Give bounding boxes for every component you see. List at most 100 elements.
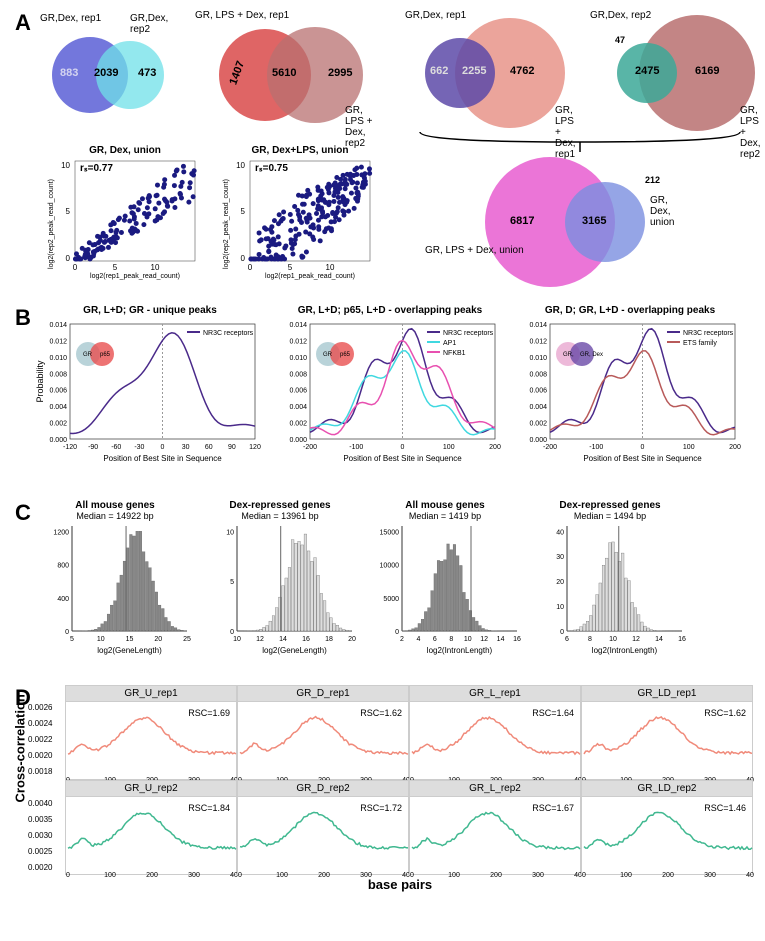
svg-text:100: 100 bbox=[683, 444, 695, 451]
svg-text:12: 12 bbox=[480, 636, 488, 643]
svg-text:0.004: 0.004 bbox=[289, 404, 307, 411]
svg-text:0: 0 bbox=[66, 254, 71, 263]
svg-text:200: 200 bbox=[146, 872, 158, 879]
svg-text:GR, Dex: GR, Dex bbox=[580, 352, 603, 358]
venn1-n2: 2039 bbox=[94, 67, 118, 79]
venn1-n1: 883 bbox=[60, 67, 78, 79]
scatter1-rs: rₛ=0.77 bbox=[80, 163, 113, 174]
svg-text:0.010: 0.010 bbox=[289, 355, 307, 362]
svg-text:0.000: 0.000 bbox=[49, 437, 67, 444]
venn2-n2: 5610 bbox=[272, 67, 296, 79]
svg-text:300: 300 bbox=[532, 872, 544, 879]
svg-text:200: 200 bbox=[729, 444, 741, 451]
hist4: Dex-repressed genes Median = 1494 bp 010… bbox=[535, 500, 685, 661]
venn4-n1: 47 bbox=[615, 35, 625, 45]
svg-text:0.004: 0.004 bbox=[529, 404, 547, 411]
svg-text:p65: p65 bbox=[100, 352, 111, 358]
svg-text:16: 16 bbox=[678, 636, 686, 643]
curve-plot-3: GR, D; GR, L+D - overlapping peaks 0.000… bbox=[515, 305, 745, 475]
scatter2-rs: rₛ=0.75 bbox=[255, 163, 288, 174]
svg-text:5: 5 bbox=[70, 636, 74, 643]
svg-text:400: 400 bbox=[746, 872, 754, 879]
svg-text:0: 0 bbox=[230, 629, 234, 636]
svg-text:0.014: 0.014 bbox=[289, 322, 307, 329]
svg-text:log2(rep1_peak_read_count): log2(rep1_peak_read_count) bbox=[265, 273, 355, 280]
svg-text:-100: -100 bbox=[349, 444, 363, 451]
svg-text:16: 16 bbox=[302, 636, 310, 643]
hist2-median: Median = 13961 bp bbox=[205, 511, 355, 521]
svg-text:-60: -60 bbox=[111, 444, 121, 451]
venn5-n1: 6817 bbox=[510, 215, 534, 227]
svg-text:0: 0 bbox=[560, 629, 564, 636]
venn2-n3: 2995 bbox=[328, 67, 352, 79]
svg-text:0.010: 0.010 bbox=[49, 355, 67, 362]
venn2-label2: GR, LPS + Dex, rep2 bbox=[345, 105, 380, 149]
svg-text:5000: 5000 bbox=[383, 596, 399, 603]
svg-text:-100: -100 bbox=[589, 444, 603, 451]
svg-text:200: 200 bbox=[490, 872, 502, 879]
svg-text:log2(IntronLength): log2(IntronLength) bbox=[592, 646, 658, 655]
svg-text:14: 14 bbox=[497, 636, 505, 643]
svg-text:0: 0 bbox=[395, 629, 399, 636]
svg-text:15: 15 bbox=[126, 636, 134, 643]
cross-corr-plot: GR_L_rep1RSC=1.640100200300400 bbox=[409, 685, 581, 780]
svg-text:0.006: 0.006 bbox=[529, 388, 547, 395]
svg-text:10: 10 bbox=[236, 161, 245, 170]
svg-text:6: 6 bbox=[565, 636, 569, 643]
svg-text:5: 5 bbox=[230, 579, 234, 586]
svg-text:log2(GeneLength): log2(GeneLength) bbox=[97, 646, 162, 655]
svg-text:0.006: 0.006 bbox=[289, 388, 307, 395]
svg-text:0: 0 bbox=[238, 872, 242, 879]
panel-c: C All mouse genes Median = 14922 bp 0400… bbox=[10, 500, 755, 670]
svg-text:100: 100 bbox=[448, 872, 460, 879]
svg-text:5: 5 bbox=[66, 207, 71, 216]
svg-text:10: 10 bbox=[609, 636, 617, 643]
svg-text:25: 25 bbox=[183, 636, 191, 643]
svg-text:300: 300 bbox=[360, 872, 372, 879]
svg-text:0.014: 0.014 bbox=[529, 322, 547, 329]
svg-text:0.014: 0.014 bbox=[49, 322, 67, 329]
panel-d-xlab: base pairs bbox=[45, 877, 755, 892]
svg-text:100: 100 bbox=[620, 872, 632, 879]
venn5-label1: GR, LPS + Dex, union bbox=[425, 245, 524, 256]
svg-text:100: 100 bbox=[104, 872, 116, 879]
svg-text:Position of Best Site in Seque: Position of Best Site in Sequence bbox=[583, 454, 702, 463]
venn-4: GR,Dex, rep2 GR, LPS + Dex, rep2 47 2475… bbox=[585, 15, 765, 140]
svg-text:0.008: 0.008 bbox=[49, 371, 67, 378]
svg-text:p65: p65 bbox=[340, 352, 351, 358]
svg-text:16: 16 bbox=[513, 636, 521, 643]
cross-corr-plot: GR_U_rep1RSC=1.690100200300400 bbox=[65, 685, 237, 780]
hist1: All mouse genes Median = 14922 bp 040080… bbox=[40, 500, 190, 661]
svg-text:log2(rep2_peak_read_count): log2(rep2_peak_read_count) bbox=[48, 179, 55, 269]
scatter1-title: GR, Dex, union bbox=[45, 145, 205, 156]
svg-text:0.008: 0.008 bbox=[529, 371, 547, 378]
curve2-title: GR, L+D; p65, L+D - overlapping peaks bbox=[275, 305, 505, 316]
svg-text:6: 6 bbox=[433, 636, 437, 643]
svg-text:30: 30 bbox=[556, 554, 564, 561]
svg-text:NR3C receptors: NR3C receptors bbox=[683, 330, 734, 337]
svg-text:300: 300 bbox=[188, 872, 200, 879]
svg-text:0: 0 bbox=[401, 444, 405, 451]
venn3-n1: 662 bbox=[430, 65, 448, 77]
venn3-label1: GR,Dex, rep1 bbox=[405, 10, 466, 21]
svg-text:0: 0 bbox=[641, 444, 645, 451]
venn1-label2: GR,Dex, rep2 bbox=[130, 13, 190, 35]
curve3-title: GR, D; GR, L+D - overlapping peaks bbox=[515, 305, 745, 316]
svg-text:log2(rep1_peak_read_count): log2(rep1_peak_read_count) bbox=[90, 273, 180, 280]
svg-text:-200: -200 bbox=[303, 444, 317, 451]
curve-plot-1: GR, L+D; GR - unique peaks 0.0000.0020.0… bbox=[35, 305, 265, 475]
venn2-label1: GR, LPS + Dex, rep1 bbox=[195, 10, 289, 21]
svg-text:0.012: 0.012 bbox=[49, 338, 67, 345]
svg-text:0.002: 0.002 bbox=[289, 421, 307, 428]
scatter2: GR, Dex+LPS, union log2(rep2_peak_read_c… bbox=[220, 145, 380, 286]
cross-corr-plot: GR_D_rep2RSC=1.720100200300400 bbox=[237, 780, 409, 875]
svg-text:14: 14 bbox=[655, 636, 663, 643]
svg-text:log2(rep2_peak_read_count): log2(rep2_peak_read_count) bbox=[223, 179, 230, 269]
scatter2-title: GR, Dex+LPS, union bbox=[220, 145, 380, 156]
svg-text:10: 10 bbox=[97, 636, 105, 643]
svg-text:GR: GR bbox=[323, 352, 333, 358]
cross-corr-plot: GR_D_rep1RSC=1.620100200300400 bbox=[237, 685, 409, 780]
venn4-n2: 2475 bbox=[635, 65, 659, 77]
svg-text:Probability: Probability bbox=[35, 360, 45, 403]
svg-text:0.000: 0.000 bbox=[289, 437, 307, 444]
